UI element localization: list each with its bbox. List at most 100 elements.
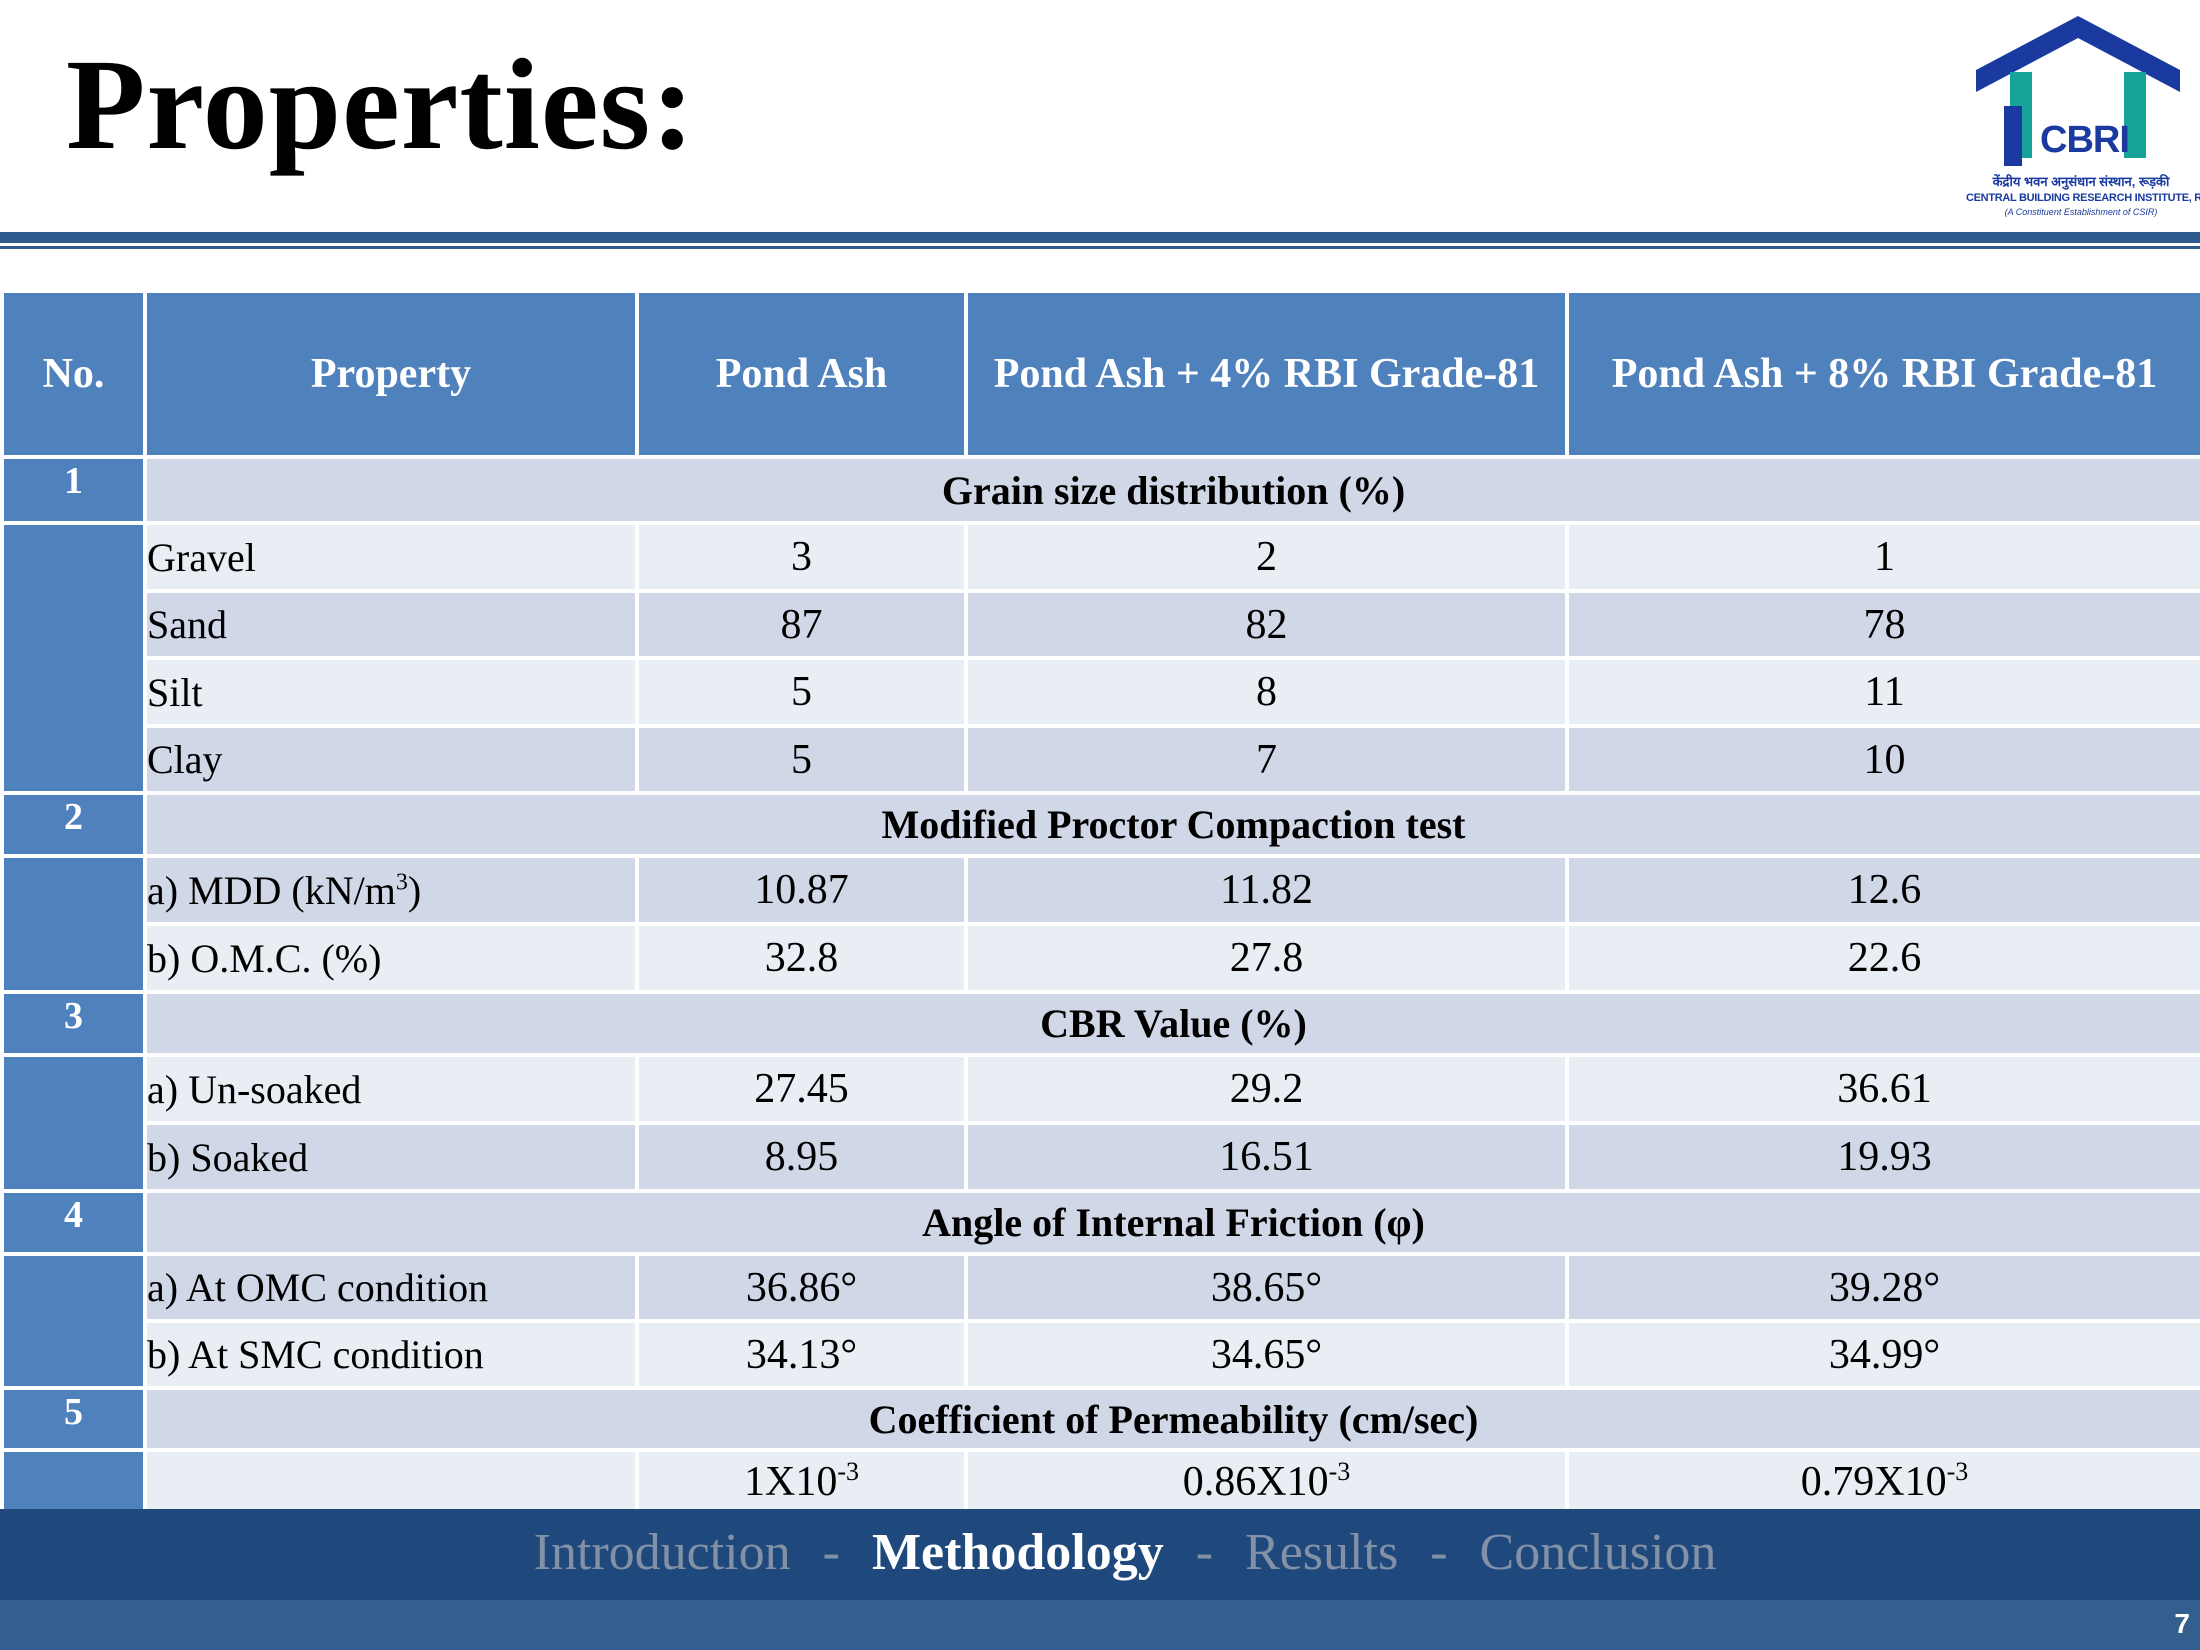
table-row: b) At SMC condition 34.13° 34.65° 34.99°	[2, 1319, 2200, 1390]
table-row: a) MDD (kN/m3) 10.87 11.82 12.6	[0, 854, 2200, 994]
value-cell: 1	[1565, 521, 2200, 593]
value-cell: 38.65°	[964, 1252, 1569, 1323]
group-row: 4 Angle of Internal Friction (φ)	[0, 1189, 2200, 1256]
property-cell: a) Un-soaked	[143, 1053, 639, 1125]
property-superscript: 3	[395, 869, 408, 896]
header-pond-ash-4pct: Pond Ash + 4% RBI Grade-81	[964, 289, 1569, 459]
logo-subtitle: (A Constituent Establishment of CSIR)	[2004, 207, 2158, 217]
value-cell: 34.13°	[635, 1319, 968, 1390]
header-pond-ash-8pct: Pond Ash + 8% RBI Grade-81	[1565, 289, 2200, 459]
group-number: 3	[0, 990, 147, 1057]
table-row: Gravel 3 2 1	[0, 521, 2200, 795]
group-row: 5 Coefficient of Permeability (cm/sec)	[0, 1386, 2200, 1452]
nav-separator: -	[1430, 1524, 1448, 1581]
header-pond-ash: Pond Ash	[635, 289, 968, 459]
value-exponent: -3	[837, 1456, 859, 1486]
group-title: CBR Value (%)	[143, 990, 2200, 1057]
value-cell: 11	[1565, 656, 2200, 728]
value-cell: 11.82	[964, 854, 1569, 926]
value-exponent: -3	[1946, 1456, 1969, 1486]
value-cell: 34.99°	[1565, 1319, 2200, 1390]
group-number-spacer	[0, 1053, 147, 1193]
value-cell: 0.79X10-3	[1565, 1448, 2200, 1514]
value-cell: 8	[964, 656, 1569, 728]
property-cell: Silt	[143, 656, 639, 728]
house-roof-icon	[1976, 16, 2180, 166]
value-cell: 36.61	[1565, 1053, 2200, 1125]
table-row: b) Soaked 8.95 16.51 19.93	[2, 1121, 2200, 1193]
value-cell: 22.6	[1565, 922, 2200, 994]
value-cell: 32.8	[635, 922, 968, 994]
value-cell: 87	[635, 589, 968, 660]
value-cell: 19.93	[1565, 1121, 2200, 1193]
header-no: No.	[0, 289, 147, 459]
value-cell: 27.8	[964, 922, 1569, 994]
group-number: 5	[0, 1386, 147, 1452]
group-number: 1	[0, 455, 147, 525]
table-row: Silt 5 8 11	[2, 656, 2200, 728]
footer-bar	[0, 1600, 2200, 1650]
property-cell	[143, 1448, 639, 1514]
table-row: 1X10-3 0.86X10-3 0.79X10-3	[0, 1448, 2200, 1514]
value-mantissa: 0.79X10	[1800, 1458, 1947, 1505]
nav-results[interactable]: Results	[1245, 1524, 1399, 1581]
section-nav: Introduction - Methodology - Results - Conclus…	[0, 1527, 2200, 1579]
group-number-spacer	[0, 854, 147, 994]
value-cell: 16.51	[964, 1121, 1569, 1193]
table-row: Clay 5 7 10	[2, 724, 2200, 795]
property-cell: Clay	[143, 724, 639, 795]
nav-methodology[interactable]: Methodology	[871, 1524, 1164, 1581]
group-number-spacer	[0, 521, 147, 795]
page-number: 7	[2174, 1608, 2190, 1639]
value-cell: 2	[964, 521, 1569, 593]
value-cell: 1X10-3	[635, 1448, 968, 1514]
group-title: Grain size distribution (%)	[143, 455, 2200, 525]
group-title: Modified Proctor Compaction test	[143, 791, 2200, 858]
cbri-logo: CBRI केंद्रीय भवन अनुसंधान संस्थान, रूड़…	[1962, 14, 2200, 224]
property-cell: Gravel	[143, 521, 639, 593]
title-divider	[0, 232, 2200, 243]
group-number: 2	[0, 791, 147, 858]
value-cell: 36.86°	[635, 1252, 968, 1323]
value-cell: 82	[964, 589, 1569, 660]
group-row: 2 Modified Proctor Compaction test	[0, 791, 2200, 858]
value-cell: 29.2	[964, 1053, 1569, 1125]
value-cell: 7	[964, 724, 1569, 795]
property-cell: Sand	[143, 589, 639, 660]
property-text: a) MDD (kN/m	[147, 867, 396, 913]
group-number-spacer	[0, 1448, 147, 1514]
property-text-tail: )	[407, 867, 422, 913]
value-cell: 8.95	[635, 1121, 968, 1193]
table-row: a) At OMC condition 36.86° 38.65° 39.28°	[0, 1252, 2200, 1390]
value-cell: 12.6	[1565, 854, 2200, 926]
nav-conclusion[interactable]: Conclusion	[1479, 1524, 1717, 1581]
value-cell: 5	[635, 724, 968, 795]
nav-separator: -	[822, 1524, 840, 1581]
section-nav-bar	[0, 1509, 2200, 1600]
nav-introduction[interactable]: Introduction	[533, 1524, 791, 1581]
table-header-row: No. Property Pond Ash Pond Ash + 4% RBI …	[0, 289, 2200, 459]
property-cell: a) MDD (kN/m3)	[143, 854, 639, 926]
properties-table: No. Property Pond Ash Pond Ash + 4% RBI …	[0, 289, 2200, 1514]
value-exponent: -3	[1328, 1456, 1351, 1486]
value-cell: 34.65°	[964, 1319, 1569, 1390]
value-mantissa: 0.86X10	[1182, 1458, 1329, 1505]
slide-title: Properties:	[66, 33, 696, 177]
table-row: b) O.M.C. (%) 32.8 27.8 22.6	[2, 922, 2200, 994]
value-cell: 5	[635, 656, 968, 728]
property-cell: b) O.M.C. (%)	[143, 922, 639, 994]
table-row: a) Un-soaked 27.45 29.2 36.61	[0, 1053, 2200, 1193]
value-cell: 3	[635, 521, 968, 593]
value-mantissa: 1X10	[743, 1458, 838, 1505]
value-cell: 10.87	[635, 854, 968, 926]
group-number-spacer	[0, 1252, 147, 1390]
property-cell: a) At OMC condition	[143, 1252, 639, 1323]
header-property: Property	[143, 289, 639, 459]
group-title: Angle of Internal Friction (φ)	[143, 1189, 2200, 1256]
group-row: 3 CBR Value (%)	[0, 990, 2200, 1057]
logo-hindi-name: केंद्रीय भवन अनुसंधान संस्थान, रूड़की	[1992, 174, 2170, 189]
property-cell: b) Soaked	[143, 1121, 639, 1193]
table-row: Sand 87 82 78	[2, 589, 2200, 660]
value-cell: 39.28°	[1565, 1252, 2200, 1323]
group-title: Coefficient of Permeability (cm/sec)	[143, 1386, 2200, 1452]
